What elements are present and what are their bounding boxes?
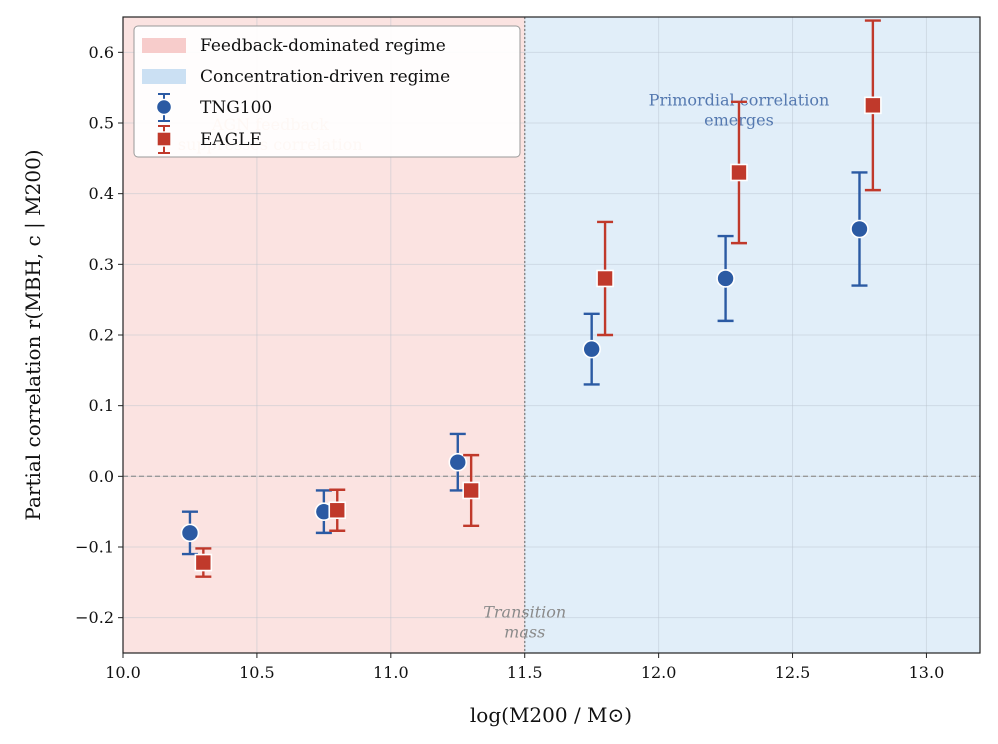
x-axis-label: log(M200 / M⊙) [470,703,632,727]
legend: Feedback-dominated regime Concentration-… [133,25,521,158]
y-tick-label-2: 0.0 [89,467,114,486]
x-tick-label-0: 10.0 [105,663,141,682]
tng100-point-3 [582,339,601,359]
y-tick-label-8: 0.6 [89,43,114,62]
legend-tng100-circle-icon [155,98,173,116]
legend-label-tng100: TNG100 [200,98,272,118]
eagle-point-0 [194,553,213,572]
tng100-point-2 [448,452,468,472]
x-axis-label-text: log(M200 / M⊙) [470,703,632,727]
x-tick-label-3: 11.5 [507,663,543,682]
eagle-point-4 [730,163,748,182]
y-tick-label-0: −0.2 [75,608,114,627]
tng100-point-5 [850,219,869,239]
y-tick-label-5: 0.3 [89,255,114,274]
legend-eagle-square-icon [156,131,172,147]
legend-marker-tng100 [155,93,173,122]
y-tick-label-6: 0.4 [89,184,114,203]
y-axis-label-text: Partial correlation r(MBH, c | M200) [21,149,46,520]
y-tick-label-3: 0.1 [89,396,114,415]
x-tick-label-6: 13.0 [909,663,945,682]
legend-swatch-concentration [142,69,186,84]
y-axis-label: Partial correlation r(MBH, c | M200) [21,149,46,520]
grid-lines [122,17,980,653]
eagle-point-1 [328,501,347,520]
axis-ticks: 10.0 10.5 11.0 11.5 12.0 12.5 13.0 −0.2 −0.1 0.0 0… [75,43,944,682]
x-tick-label-1: 10.5 [239,663,275,682]
y-tick-label-7: 0.5 [89,114,114,133]
annotation-0-line-0: Primordial correlation [649,90,830,109]
y-tick-label-4: 0.2 [89,326,114,345]
annotation-1: Transition mass [483,603,566,642]
annotation-1-line-1: mass [504,623,545,642]
reference-lines [123,17,980,653]
legend-label-feedback: Feedback-dominated regime [200,36,446,56]
legend-box [133,25,521,158]
legend-label-eagle: EAGLE [200,130,262,150]
legend-swatch-feedback [142,38,186,53]
legend-marker-eagle [156,125,172,154]
eagle-point-2 [462,481,480,500]
tng100-point-4 [716,269,735,288]
annotation-1-line-0: Transition [483,603,566,622]
x-tick-label-4: 12.0 [641,663,677,682]
eagle-point-3 [596,269,614,288]
eagle-point-5 [864,96,882,115]
x-tick-label-5: 12.5 [775,663,811,682]
data-marks [180,19,882,578]
legend-label-concentration: Concentration-driven regime [200,67,450,87]
tng100-point-0 [180,523,200,543]
x-tick-label-2: 11.0 [373,663,409,682]
y-tick-label-1: −0.1 [75,538,114,557]
